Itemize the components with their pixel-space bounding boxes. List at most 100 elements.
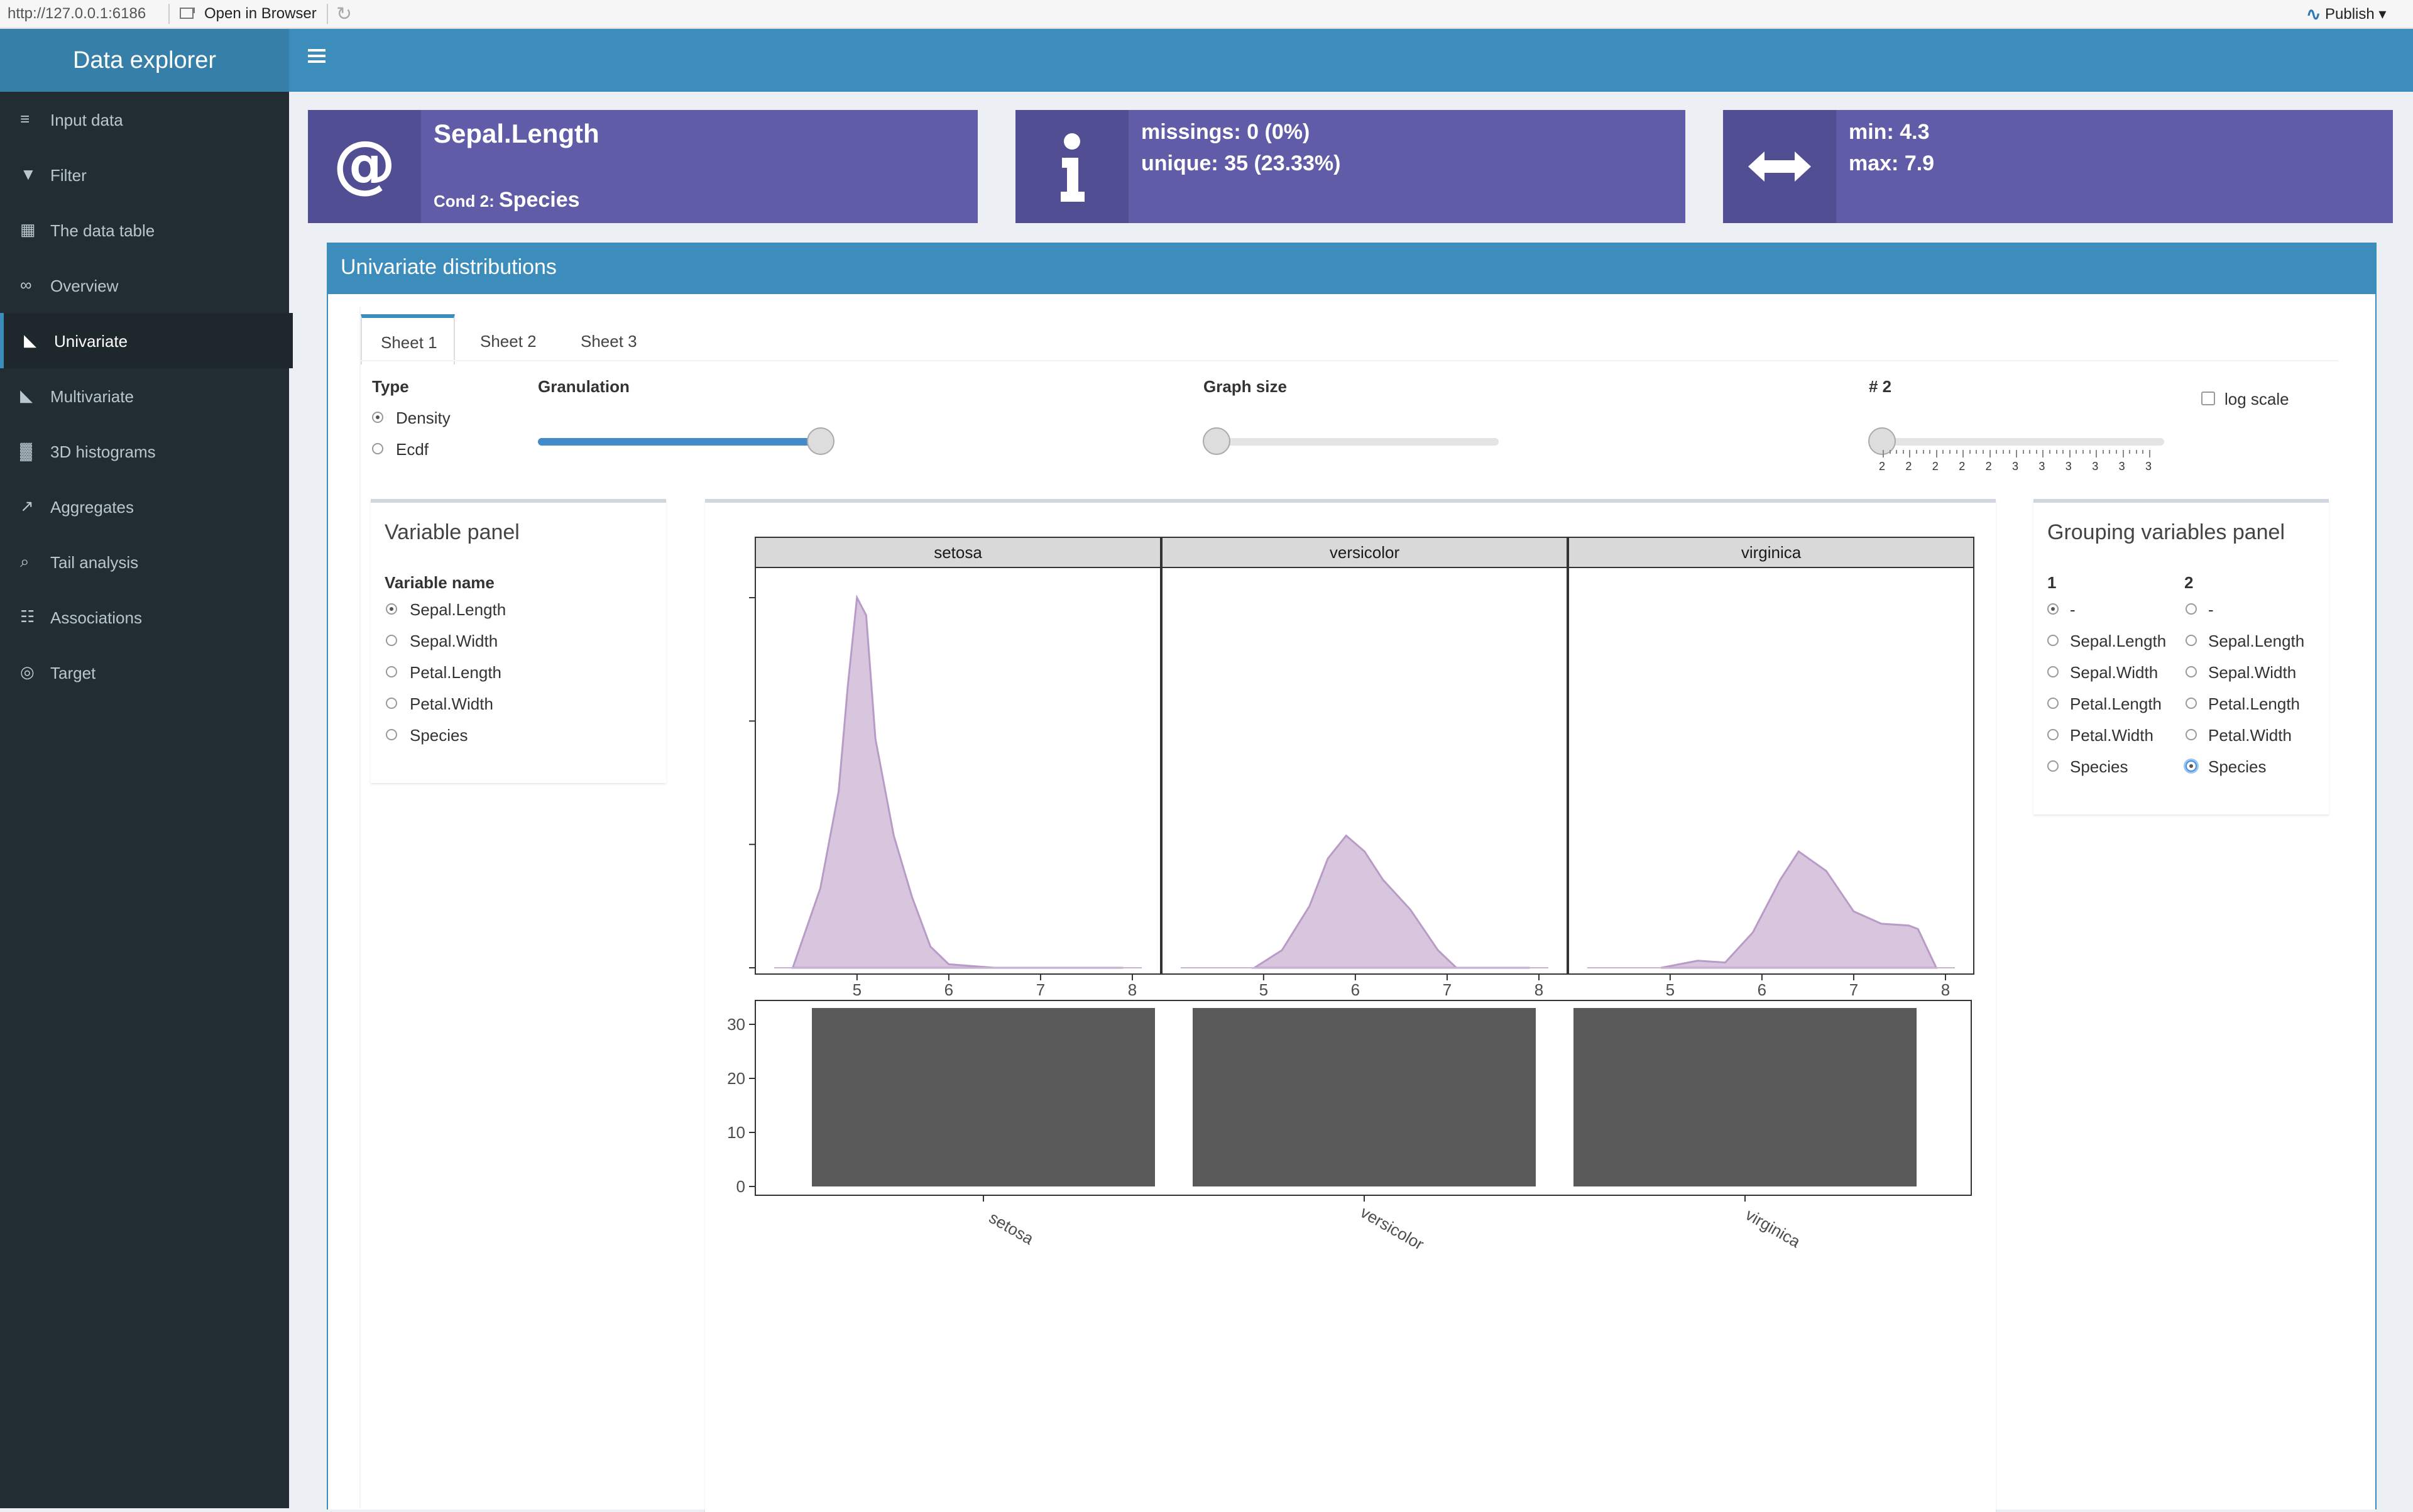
type-label: Type xyxy=(372,377,409,396)
slider-tick xyxy=(2076,450,2077,454)
graph-size-slider-track[interactable] xyxy=(1203,438,1499,446)
open-in-browser-icon[interactable] xyxy=(179,6,195,21)
grouping-col1-radio[interactable] xyxy=(2047,666,2059,677)
bar-category-label: setosa xyxy=(986,1208,1037,1249)
slider-tick xyxy=(2129,450,2131,454)
bullseye-icon: ◎ xyxy=(20,662,35,681)
range-info-box: min: 4.3 max: 7.9 xyxy=(1723,110,2393,223)
x-tick-label: 8 xyxy=(1535,980,1543,999)
type-ecdf-radio[interactable] xyxy=(372,443,383,454)
n2-slider-track[interactable] xyxy=(1869,438,2164,446)
sidebar-item-univariate[interactable]: ◣ Univariate xyxy=(0,313,293,368)
sidebar-item-multivariate[interactable]: ◣ Multivariate xyxy=(0,368,289,424)
svg-text:@: @ xyxy=(333,127,396,200)
sidebar-item-filter[interactable]: ▼ Filter xyxy=(0,147,289,202)
database-icon: ≡ xyxy=(20,109,30,128)
n2-slider-handle[interactable] xyxy=(1868,427,1896,455)
sidebar-item-label: Target xyxy=(50,664,96,682)
log-scale-checkbox[interactable] xyxy=(2201,392,2215,405)
slider-tick xyxy=(2109,450,2111,454)
slider-tick-label: 3 xyxy=(2145,460,2152,473)
url-text[interactable]: http://127.0.0.1:6186 xyxy=(8,5,146,22)
unique-text: unique: 35 (23.33%) xyxy=(1141,151,1341,175)
n2-label: # 2 xyxy=(1869,377,1892,396)
variable-radio[interactable] xyxy=(386,698,397,709)
slider-tick xyxy=(1889,450,1891,454)
grouping-col2-radio[interactable] xyxy=(2186,666,2197,677)
grouping-col1-radio[interactable] xyxy=(2047,760,2059,772)
sidebar-item-3d-histograms[interactable]: ▓ 3D histograms xyxy=(0,424,289,479)
publish-button[interactable]: Publish ▾ xyxy=(2325,6,2387,23)
search-icon: ⌕ xyxy=(20,552,30,571)
x-tick-label: 6 xyxy=(1351,980,1360,999)
sidebar-item-tail-analysis[interactable]: ⌕ Tail analysis xyxy=(0,534,289,589)
univariate-box-header: Univariate distributions xyxy=(327,243,2377,294)
grouping-col1-radio[interactable] xyxy=(2047,698,2059,709)
tab-label: Sheet 1 xyxy=(381,333,437,352)
bar-chart-icon: ▓ xyxy=(20,441,32,460)
grouping-col2-radio[interactable] xyxy=(2186,760,2197,772)
top-navbar xyxy=(289,29,2413,92)
grouping-col1-radio[interactable] xyxy=(2047,603,2059,615)
sidebar-item-target[interactable]: ◎ Target xyxy=(0,645,289,700)
slider-tick xyxy=(1902,450,1904,454)
grouping-col1-radio[interactable] xyxy=(2047,729,2059,740)
missings-text: missings: 0 (0%) xyxy=(1141,120,1310,144)
type-density-radio[interactable] xyxy=(372,412,383,423)
x-tick-label: 7 xyxy=(1036,980,1045,999)
grouping-col2-radio[interactable] xyxy=(2186,698,2197,709)
bar-y-tick-label: 20 xyxy=(727,1069,745,1088)
open-in-browser-button[interactable]: Open in Browser xyxy=(204,5,317,22)
slider-tick xyxy=(2042,450,2044,457)
bar-y-tick-label: 30 xyxy=(727,1015,745,1034)
sidebar-item-overview[interactable]: ∞ Overview xyxy=(0,258,289,313)
sidebar-item-aggregates[interactable]: ↗ Aggregates xyxy=(0,479,289,534)
sidebar-item-label: Aggregates xyxy=(50,498,134,517)
grouping-col2-radio[interactable] xyxy=(2186,603,2197,615)
area-chart-icon: ◣ xyxy=(20,386,33,405)
grouping-col2-radio[interactable] xyxy=(2186,729,2197,740)
grouping-col2-label: 2 xyxy=(2184,573,2194,592)
facet-strip xyxy=(1568,537,1974,568)
sidebar-toggle-icon[interactable] xyxy=(308,49,326,63)
variable-radio[interactable] xyxy=(386,635,397,646)
variable-radio[interactable] xyxy=(386,603,397,615)
tab-sheet-3[interactable]: Sheet 3 xyxy=(566,314,654,361)
publish-icon[interactable]: ∿ xyxy=(2306,4,2321,24)
app-logo[interactable]: Data explorer xyxy=(0,29,289,92)
granulation-slider-handle[interactable] xyxy=(807,427,834,455)
variable-radio[interactable] xyxy=(386,729,397,740)
tab-sheet-2[interactable]: Sheet 2 xyxy=(465,314,553,361)
x-tick-label: 8 xyxy=(1941,980,1950,999)
grouping-col1-radio[interactable] xyxy=(2047,635,2059,646)
variable-radio[interactable] xyxy=(386,666,397,677)
slider-tick-label: 2 xyxy=(1985,460,1992,473)
bar-y-tick-label: 0 xyxy=(736,1177,745,1196)
refresh-icon[interactable]: ↻ xyxy=(336,4,353,25)
sidebar-item-label: 3D histograms xyxy=(50,442,156,461)
slider-tick xyxy=(1909,450,1911,457)
grouping-option-label: Sepal.Length xyxy=(2070,632,2167,650)
facet-strip xyxy=(1161,537,1568,568)
sidebar-item-associations[interactable]: ☷ Associations xyxy=(0,589,289,645)
slider-tick xyxy=(1949,450,1951,454)
graph-size-slider-handle[interactable] xyxy=(1203,427,1230,455)
grouping-option-label: Sepal.Width xyxy=(2070,663,2159,682)
grouping-option-label: Petal.Width xyxy=(2208,726,2292,745)
grouping-col2-radio[interactable] xyxy=(2186,635,2197,646)
toolbar-divider xyxy=(168,4,170,24)
sidebar-item-label: Associations xyxy=(50,608,142,627)
sidebar-item-the-data-table[interactable]: ▦ The data table xyxy=(0,202,289,258)
grouping-option-label: Species xyxy=(2070,757,2128,776)
slider-tick xyxy=(2069,450,2071,457)
slider-tick-label: 3 xyxy=(2118,460,2125,473)
sidebar-item-input-data[interactable]: ≡ Input data xyxy=(0,92,289,147)
sidebar-item-label: Filter xyxy=(50,166,87,185)
grouping-col1-label: 1 xyxy=(2047,573,2057,592)
variable-panel-subtitle: Variable name xyxy=(385,573,495,592)
tab-sheet-1[interactable]: Sheet 1 xyxy=(361,314,455,364)
slider-tick xyxy=(1969,450,1971,454)
slider-tick xyxy=(2082,450,2084,454)
bar-setosa xyxy=(812,1008,1155,1186)
slider-tick xyxy=(1935,450,1937,457)
